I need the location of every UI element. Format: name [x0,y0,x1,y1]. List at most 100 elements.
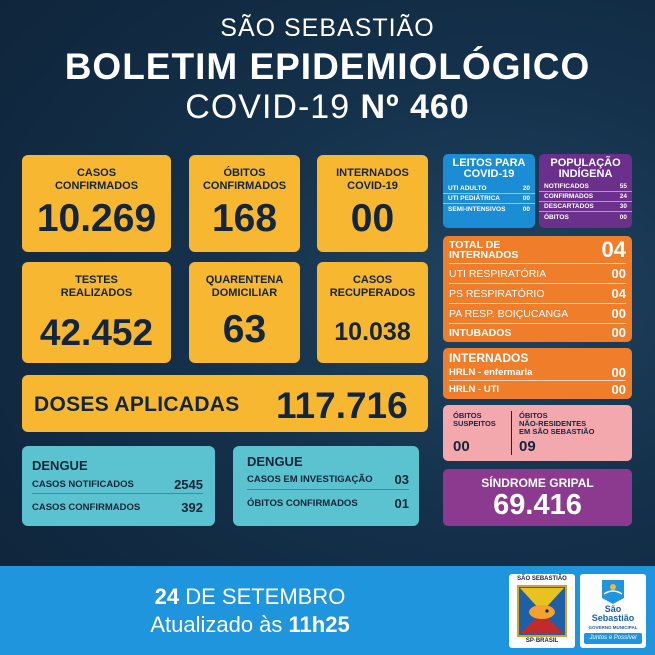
internados-row-value: 00 [611,325,626,340]
bulletin-number: COVID-19 Nº 460 [0,88,655,127]
internados-row: PS RESPIRATÓRIO 04 [449,284,626,304]
internados-row-label: PA RESP. BOIÇUCANGA [449,307,569,320]
total-internados-title: TOTAL DE INTERNADOS [449,238,519,261]
leitos-row-value: 00 [522,205,530,213]
updated-prefix: Atualizado às [150,612,289,637]
card-value: 00 [350,197,395,240]
indigena-row-value: 55 [619,183,627,190]
card-label: TESTES REALIZADOS [60,274,133,299]
card-total-internados: TOTAL DE INTERNADOS 04 UTI RESPIRATÓRIA 0… [443,236,632,342]
card-doses-aplicadas: DOSES APLICADAS 117.716 [22,375,428,432]
dengue-title: DENGUE [247,454,303,469]
logo-gov-label: GOVERNO MUNICIPAL [588,625,638,630]
card-obitos-confirmados: ÓBITOS CONFIRMADOS 168 [189,155,300,252]
seal-icon [517,585,567,637]
obitos-suspeitos-label: ÓBITOS SUSPEITOS [453,411,496,428]
indigena-row-value: 30 [619,203,627,210]
internados-row: INTUBADOS 00 [449,324,626,341]
internados-row-label: PS RESPIRATÓRIO [449,287,545,300]
leitos-row: UTI ADULTO 20 [443,184,535,194]
flag-icon [602,580,624,604]
internados-row: PA RESP. BOIÇUCANGA 00 [449,304,626,324]
card-value: 42.452 [39,312,154,353]
hrln-row-value: 00 [611,365,626,380]
updated-time: 11h25 [288,612,350,637]
dengue-row-label: CASOS CONFIRMADOS [32,501,141,513]
obitos-nao-residentes-value: 09 [519,438,536,455]
logo-city-name-1: São [604,604,622,614]
internados-row-label: UTI RESPIRATÓRIA [449,267,547,280]
leitos-title: LEITOS PARA COVID-19 [452,157,526,180]
indigena-row: NOTIFICADOS 55 [539,182,632,192]
card-value: 63 [222,308,267,351]
total-internados-header: TOTAL DE INTERNADOS 04 [449,236,626,264]
dengue-row-value: 2545 [174,477,203,492]
sindrome-label: SÍNDROME GRIPAL [481,476,594,490]
divider [511,411,512,455]
indigena-row-label: CONFIRMADOS [544,193,594,200]
indigena-row: DESCARTADOS 30 [539,202,632,212]
footer-date: 24 DE SETEMBRO [0,584,500,610]
city-seal-logo: SÃO SEBASTIÃO SP·BRASIL [509,574,575,648]
indigena-row: CONFIRMADOS 24 [539,192,632,202]
card-label: QUARENTENA DOMICILIAR [205,274,284,299]
dengue-row-label: CASOS NOTIFICADOS [32,479,134,490]
leitos-row-value: 00 [522,195,530,202]
subtitle-number: Nº 460 [360,88,470,126]
leitos-row: UTI PEDIÁTRICA 00 [443,194,535,204]
internados-row-value: 04 [611,286,626,301]
indigena-row-value: 24 [619,193,627,200]
date-month: DE SETEMBRO [179,584,346,609]
card-leitos-covid: LEITOS PARA COVID-19 UTI ADULTO 20 UTI PE… [443,154,535,228]
dengue-row-value: 392 [181,499,203,515]
card-label: CASOS RECUPERADOS [329,274,416,299]
indigena-row-value: 00 [619,213,627,221]
card-value: 10.269 [36,197,157,240]
hrln-row: HRLN - enfermaria 00 [449,365,626,381]
footer-updated: Atualizado às 11h25 [0,612,500,638]
header-city: SÃO SEBASTIÃO [220,14,435,42]
card-dengue-notificados: DENGUE CASOS NOTIFICADOS 2545 CASOS CONF… [22,446,215,526]
internados-row-label: INTUBADOS [449,326,512,339]
card-testes-realizados: TESTES REALIZADOS 42.452 [22,262,171,363]
sindrome-value: 69.416 [493,489,582,521]
doses-value: 117.716 [276,385,408,426]
card-label: INTERNADOS COVID-19 [336,167,409,192]
dengue-row-value: 03 [394,472,409,487]
date-number: 24 [154,584,180,609]
dengue-row: CASOS EM INVESTIGAÇÃO 03 [247,470,409,490]
hrln-row-label: HRLN - enfermaria [449,367,533,378]
dengue-row-value: 01 [394,495,409,511]
card-casos-confirmados: CASOS CONFIRMADOS 10.269 [22,155,171,252]
hrln-title: INTERNADOS [449,351,529,365]
card-value: 10.038 [334,318,411,346]
logo-city-name-2: Sebastião [591,613,635,623]
card-value: 168 [211,197,278,240]
card-casos-recuperados: CASOS RECUPERADOS 10.038 [317,262,428,363]
obitos-nao-residentes-label: ÓBITOS NÃO-RESIDENTES EM SÃO SEBASTIÃO [519,411,595,436]
card-quarentena-domiciliar: QUARENTENA DOMICILIAR 63 [189,262,300,363]
indigena-row-label: NOTIFICADOS [544,183,589,190]
card-label: CASOS CONFIRMADOS [54,167,139,192]
card-obitos-suspeitos: ÓBITOS SUSPEITOS 00 ÓBITOS NÃO-RESIDENTE… [443,405,632,461]
dengue-row-label: ÓBITOS CONFIRMADOS [247,497,358,509]
indigena-row-label: DESCARTADOS [544,203,594,210]
leitos-row-value: 20 [522,185,530,192]
hrln-row-value: 00 [611,381,626,397]
dengue-title: DENGUE [32,458,88,473]
seal-top-text: SÃO SEBASTIÃO [517,576,567,582]
leitos-row-label: UTI PEDIÁTRICA [448,195,500,202]
hrln-row-label: HRLN - UTI [449,383,500,395]
leitos-row-label: SEMI-INTENSIVOS [448,205,506,213]
seal-bottom-text: SP·BRASIL [525,638,559,644]
logo-slogan: Juntos e Possível [584,633,642,644]
indigena-title: POPULAÇÃO INDÍGENA [550,157,621,180]
card-internados-hrln: INTERNADOS HRLN - enfermaria 00 HRLN - UT… [443,348,632,399]
subtitle-prefix: COVID-19 [185,88,361,126]
dengue-row: ÓBITOS CONFIRMADOS 01 [247,493,409,513]
leitos-row: SEMI-INTENSIVOS 00 [443,204,535,214]
page-title: BOLETIM EPIDEMIOLÓGICO [64,46,591,87]
hrln-row: HRLN - UTI 00 [449,381,626,397]
obitos-suspeitos-value: 00 [453,438,470,455]
governo-municipal-logo: São Sebastião GOVERNO MUNICIPAL Juntos e… [580,574,646,648]
